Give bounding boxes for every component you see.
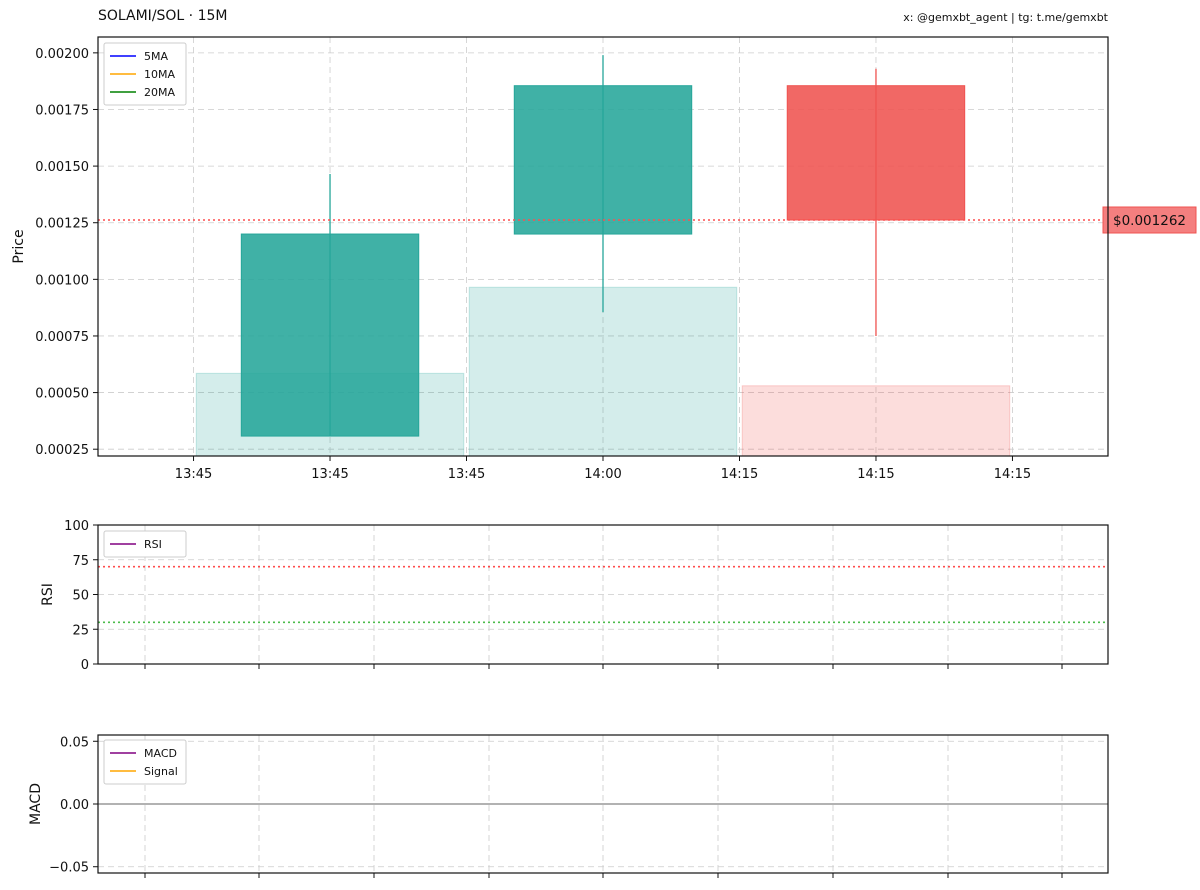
volume-bar-2 [741, 385, 1011, 457]
volume-bar-1 [468, 286, 738, 457]
price-xtick-label: 14:15 [994, 467, 1031, 482]
macd-ytick-label: −0.05 [49, 861, 89, 876]
legend-label-5ma: 5MA [144, 50, 168, 63]
rsi-ytick-label: 0 [81, 658, 89, 673]
current-price-tag [1102, 206, 1197, 234]
price-ytick-label: 0.00050 [35, 387, 89, 402]
legend-label-macd: MACD [144, 747, 177, 760]
price-xtick-label: 13:45 [448, 467, 485, 482]
price-xtick-label: 14:15 [857, 467, 894, 482]
current-price-label: $0.001262 [1113, 213, 1186, 229]
price-xtick-label: 13:45 [311, 467, 348, 482]
rsi-ytick-label: 75 [72, 554, 89, 569]
candle-body-2 [786, 85, 966, 221]
macd-ytick-label: 0.05 [60, 735, 89, 750]
price-ytick-label: 0.00175 [35, 103, 89, 118]
price-xtick-label: 14:00 [584, 467, 621, 482]
chart-title: SOLAMI/SOL · 15M [98, 8, 228, 24]
legend-label-rsi: RSI [144, 538, 162, 551]
rsi-ytick-label: 25 [72, 623, 89, 638]
candle-body-1 [513, 85, 693, 235]
price-ytick-label: 0.00200 [35, 47, 89, 62]
legend-label-signal: Signal [144, 765, 178, 778]
price-ytick-label: 0.00025 [35, 443, 89, 458]
rsi-legend: RSI [103, 530, 187, 558]
price-ytick-label: 0.00150 [35, 160, 89, 175]
price-ytick-label: 0.00075 [35, 330, 89, 345]
price-legend: 5MA 10MA 20MA [103, 42, 187, 106]
macd-legend: MACD Signal [103, 739, 187, 785]
rsi-ytick-label: 50 [72, 589, 89, 604]
price-ytick-label: 0.00100 [35, 273, 89, 288]
macd-panel: −0.05 0.00 0.05 MACD [28, 734, 1109, 878]
price-xtick-label: 14:15 [721, 467, 758, 482]
candle-body-0 [240, 233, 420, 437]
price-ytick-label: 0.00125 [35, 217, 89, 232]
price-axis-label: Price [11, 229, 27, 263]
legend-label-10ma: 10MA [144, 68, 175, 81]
price-panel: $0.001262 0.00025 0.00050 0.00075 0.00100 0.0… [11, 36, 1197, 482]
macd-ytick-label: 0.00 [60, 798, 89, 813]
credit-text: x: @gemxbt_agent | tg: t.me/gemxbt [903, 11, 1108, 24]
rsi-ytick-label: 100 [64, 519, 89, 534]
rsi-panel: 0 25 50 75 100 RSI [40, 519, 1109, 673]
price-xtick-label: 13:45 [175, 467, 212, 482]
legend-label-20ma: 20MA [144, 86, 175, 99]
rsi-axis-label: RSI [40, 583, 56, 606]
price-legend-box [103, 42, 187, 106]
rsi-legend-box [103, 530, 187, 558]
macd-legend-box [103, 739, 187, 785]
macd-axis-label: MACD [28, 783, 44, 825]
